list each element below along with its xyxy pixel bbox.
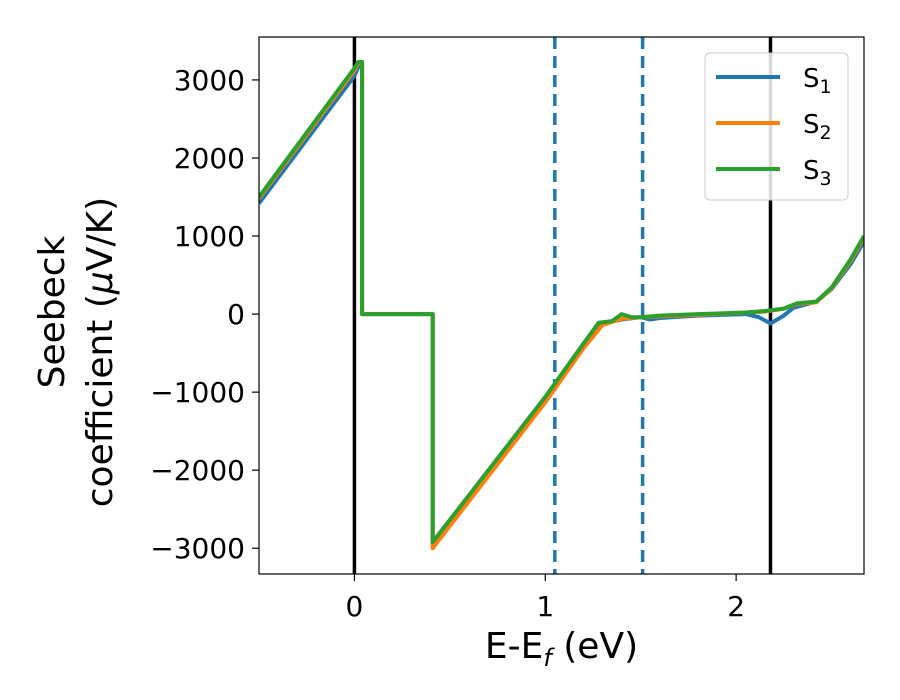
y-tick-label: 1000 (174, 220, 245, 253)
x-tick-label: 2 (727, 590, 745, 623)
legend-label-main: S (803, 64, 820, 94)
plot-frame (258, 36, 865, 575)
y-tick-label: −3000 (150, 532, 245, 565)
legend-label-s2: S2 (803, 110, 832, 144)
series-line-s3 (259, 60, 864, 544)
y-axis-title: Seebeck coefficient (μV/K) (32, 197, 121, 507)
y-axis-title-mu: μ (80, 271, 121, 295)
y-tick-label: 0 (227, 298, 245, 331)
legend-label-main: S (803, 110, 820, 140)
y-tick-label: 3000 (174, 64, 245, 97)
y-axis-title-line1: Seebeck (32, 235, 73, 388)
y-tick-label: −1000 (150, 376, 245, 409)
legend-label-sub: 1 (820, 76, 832, 98)
y-axis-title-line2: coefficient (μV/K) (80, 197, 121, 507)
x-axis-ticks: 0 1 2 (346, 574, 745, 623)
y-tick-label: 2000 (174, 142, 245, 175)
legend-label-sub: 2 (820, 122, 832, 144)
y-tick-label: −2000 (150, 454, 245, 487)
y-axis-title-unit: V/K) (80, 197, 121, 271)
legend-label-s1: S1 (803, 64, 832, 98)
legend-label-sub: 3 (820, 168, 832, 190)
x-axis-title-main: E-E (485, 626, 543, 667)
series-lines (259, 60, 864, 551)
legend-label-main: S (803, 156, 820, 186)
y-axis-ticks: 3000 2000 1000 0 −1000 −2000 −3000 (150, 64, 259, 565)
legend-box (704, 52, 849, 201)
x-tick-label: 1 (536, 590, 554, 623)
x-axis-title: E-Ef (eV) (485, 626, 638, 672)
legend-label-s3: S3 (803, 156, 832, 190)
x-axis-title-unit: (eV) (552, 626, 638, 667)
y-axis-title-line2-main: coefficient ( (80, 294, 121, 507)
x-tick-label: 0 (346, 590, 364, 623)
